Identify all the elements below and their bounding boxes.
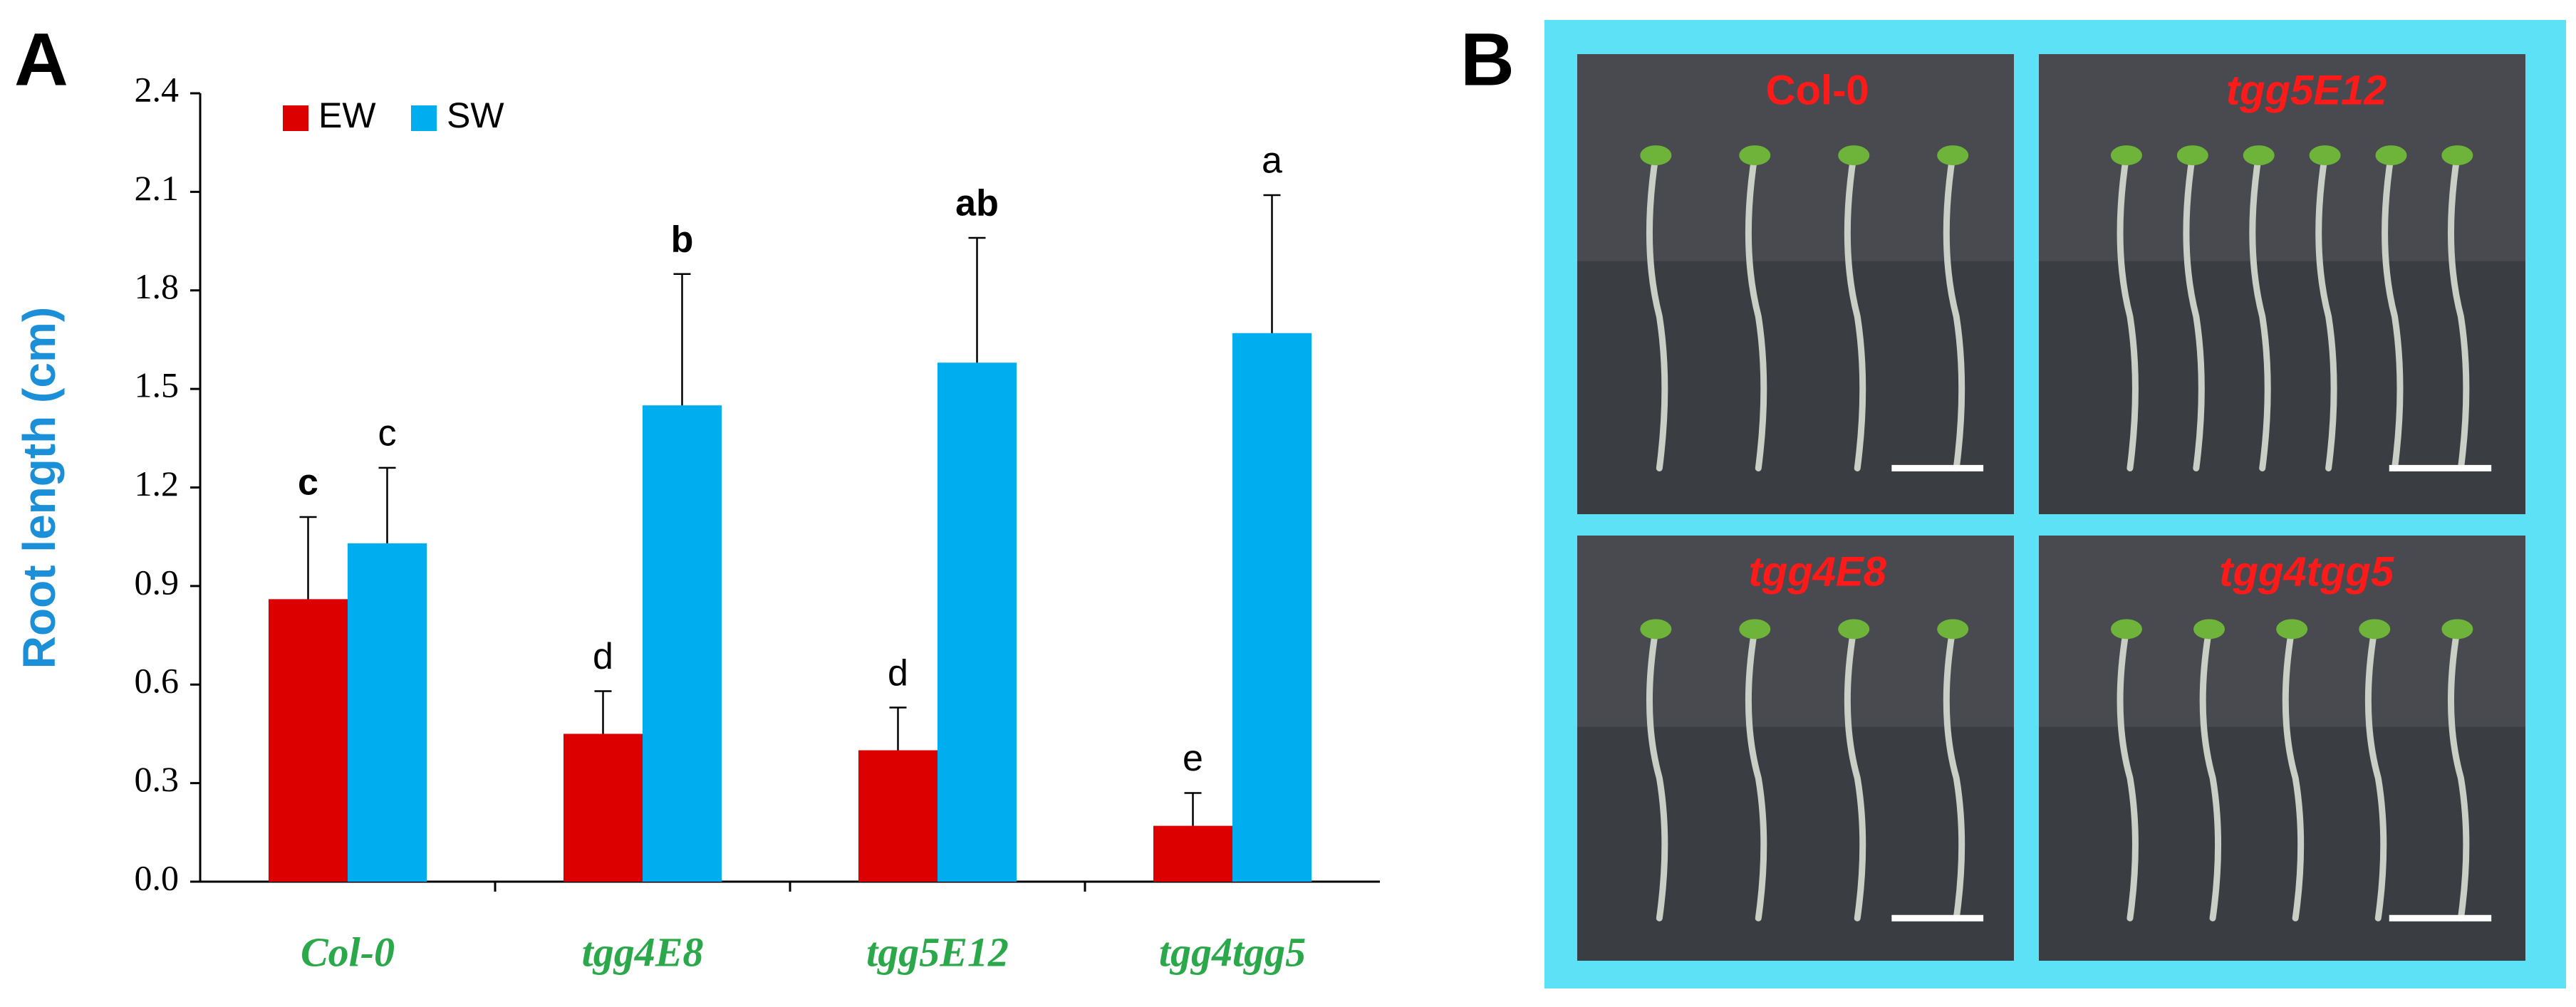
x-tick-label: tgg4E8	[582, 929, 704, 975]
y-axis-title: Root length (cm)	[14, 307, 65, 669]
y-tick-label: 0.0	[135, 857, 180, 897]
seedling-leaf	[2243, 145, 2275, 166]
seedling-leaf	[1937, 145, 1969, 166]
seedling-root	[1745, 152, 1767, 471]
seedling-root	[2183, 152, 2205, 471]
seedling-leaf	[2441, 619, 2473, 640]
seedling-root	[2315, 152, 2337, 471]
seedling-root	[2249, 152, 2271, 471]
photo-label: Col-0	[1766, 67, 1869, 113]
bar	[1153, 825, 1232, 882]
y-tick-label: 0.6	[135, 661, 180, 701]
seedling-root	[1844, 625, 1866, 922]
significance-letter: e	[1183, 738, 1203, 779]
significance-letter: a	[1262, 140, 1282, 182]
seedling-root	[2364, 625, 2387, 922]
bar	[938, 362, 1017, 882]
bar	[643, 405, 722, 882]
significance-letter: b	[671, 219, 694, 260]
seedling-leaf	[2375, 145, 2407, 166]
legend-label: EW	[318, 95, 376, 135]
photo-label: tgg4E8	[1748, 548, 1886, 595]
seedling-root	[2382, 152, 2404, 471]
seedling-leaf	[1640, 619, 1672, 640]
seedling-leaf	[1640, 145, 1672, 166]
seedling-leaf	[2110, 145, 2142, 166]
significance-letter: d	[888, 652, 908, 694]
bar	[348, 543, 427, 882]
bar	[564, 734, 643, 882]
x-tick-label: Col-0	[301, 929, 395, 975]
seedling-leaf	[2441, 145, 2473, 166]
seedling-root	[1745, 625, 1767, 922]
seedling-leaf	[2309, 145, 2341, 166]
seedling-leaf	[2110, 619, 2142, 640]
legend-swatch	[411, 105, 437, 131]
photo-label: tgg5E12	[2226, 67, 2387, 113]
seedling-root	[2448, 625, 2470, 922]
seedling-leaf	[2176, 145, 2208, 166]
seedling-root	[2117, 152, 2139, 471]
seedling-root	[2447, 152, 2470, 471]
panel-letter: A	[14, 19, 68, 102]
y-tick-label: 2.4	[135, 69, 180, 109]
significance-letter: c	[378, 413, 397, 454]
seedling-leaf	[1838, 145, 1870, 166]
photo-label: tgg4tgg5	[2219, 548, 2394, 595]
seedling-root	[1646, 625, 1668, 922]
photo-panel: Col-0 tgg5E12 tgg4E8 tgg4tgg5	[1577, 54, 2525, 961]
seedling-leaf	[2359, 619, 2391, 640]
y-tick-label: 1.2	[135, 464, 180, 504]
bar	[269, 599, 348, 882]
y-tick-label: 1.8	[135, 266, 180, 306]
significance-letter: ab	[955, 183, 999, 224]
y-tick-label: 2.1	[135, 168, 180, 208]
seedling-leaf	[1838, 619, 1870, 640]
y-tick-label: 0.9	[135, 562, 180, 602]
seedling-root	[1646, 152, 1668, 471]
bar	[858, 750, 938, 882]
bar	[1232, 333, 1312, 882]
x-tick-label: tgg4tgg5	[1159, 929, 1306, 975]
seedling-leaf	[2193, 619, 2226, 640]
seedling-root	[2117, 625, 2139, 922]
seedling-root	[1943, 152, 1965, 471]
significance-letter: c	[298, 462, 318, 504]
x-tick-label: tgg5E12	[866, 929, 1009, 975]
seedling-leaf	[1739, 145, 1771, 166]
panel-letter: B	[1460, 19, 1515, 102]
seedling-leaf	[1739, 619, 1771, 640]
seedling-root	[2199, 625, 2222, 922]
legend-label: SW	[447, 95, 504, 135]
seedling-root	[1844, 152, 1866, 471]
seedling-root	[2282, 625, 2305, 922]
y-tick-label: 0.3	[135, 759, 180, 799]
y-tick-label: 1.5	[135, 365, 180, 405]
seedling-leaf	[1937, 619, 1969, 640]
seedling-root	[1943, 625, 1965, 922]
significance-letter: d	[593, 636, 613, 677]
seedling-leaf	[2276, 619, 2308, 640]
legend-swatch	[283, 105, 308, 131]
